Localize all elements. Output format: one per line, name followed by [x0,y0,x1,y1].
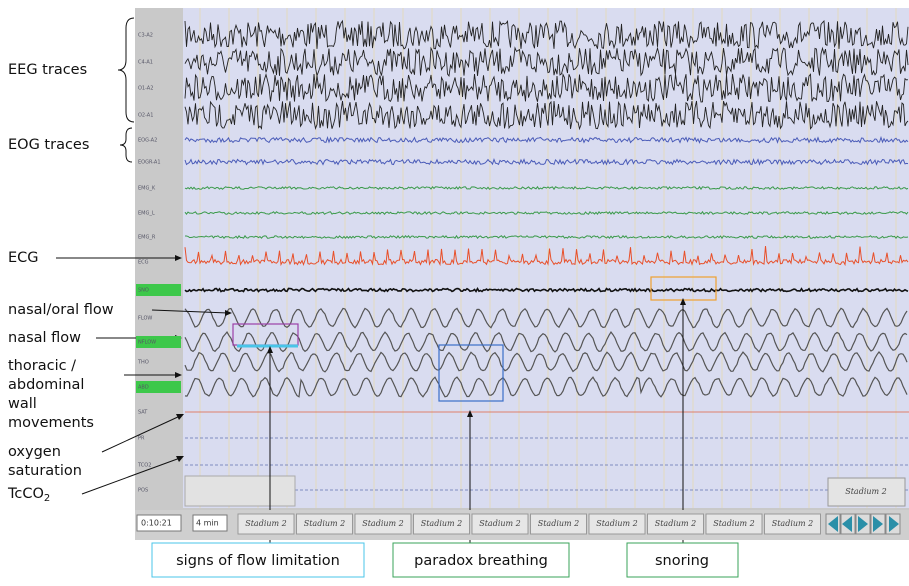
label: wall [8,396,37,412]
channel-label: FLOW [138,316,152,322]
label: TcCO2 [7,486,50,504]
label: abdominal [8,377,84,393]
channel-label: O1-A2 [138,86,153,92]
label: movements [8,415,94,431]
time: 0:10:21 [141,519,172,528]
callout: paradox breathing [414,553,548,569]
stage-label: Stadium 2 [772,519,814,528]
label: nasal/oral flow [8,302,114,318]
channel-label: EOG-A2 [138,138,157,144]
callout: signs of flow limitation [176,553,340,569]
eog-brace [120,128,132,162]
channel-label: SNO [138,288,149,294]
callout: snoring [655,553,709,569]
channel-label: THO [137,360,149,366]
channel-label: TCO2 [137,463,151,469]
stage-label: Stadium 2 [304,519,346,528]
label: EOG traces [8,137,89,153]
label: thoracic / [8,358,76,374]
channel-label: O2-A1 [138,113,153,119]
stage-label: Stadium 2 [655,519,697,528]
channel-label: C3-A2 [138,33,153,39]
channel-label: EOGR-A1 [138,160,161,166]
stage-label: Stadium 2 [713,519,755,528]
navigation [826,514,900,534]
screenshot-figure: EEG traces EOG traces ECG nasal/oral flo… [0,0,909,582]
channel-label: C4-A1 [138,60,153,66]
stage-label: Stadium 2 [245,519,287,528]
stage-label: Stadium 2 [538,519,580,528]
channel-label: SAT [138,410,148,416]
stage-label: Stadium 2 [596,519,638,528]
label: EEG traces [8,62,87,78]
label: ECG [8,250,39,266]
label: saturation [8,463,82,479]
label: oxygen [8,444,61,460]
channel-label: NFLOW [138,340,156,346]
stage-label: Stadium 2 [421,519,463,528]
window-length: 4 min [196,519,219,528]
channel-label: POS [138,488,148,494]
stage-label: Stadium 2 [362,519,404,528]
eeg-brace [118,18,134,122]
panel [185,476,295,506]
page: {"left_labels":{"eeg":"EEG traces","eog"… [0,0,909,582]
channel-label: EMG_K [138,186,156,192]
channel-label: EMG_L [138,211,155,217]
channel-label: ECG [138,260,149,266]
channel-label: ABD [138,385,149,391]
channel-label: EMG_R [138,235,156,241]
stage-badge-text: Stadium 2 [845,487,887,496]
label: nasal flow [8,330,81,346]
stage-label: Stadium 2 [479,519,521,528]
channel-label: PR [138,436,145,442]
